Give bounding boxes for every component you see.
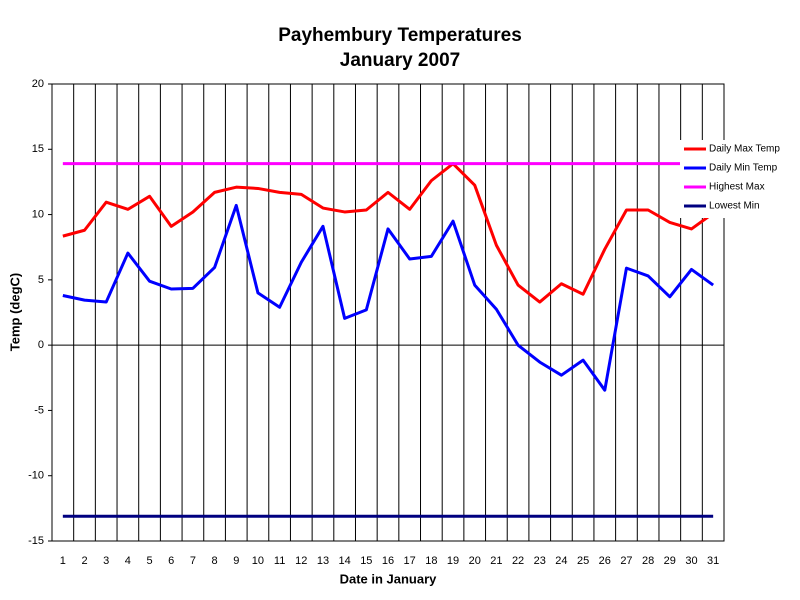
y-tick-label: -10 bbox=[28, 470, 44, 482]
x-tick-label: 2 bbox=[81, 555, 87, 567]
x-axis-title: Date in January bbox=[340, 571, 438, 586]
x-tick-label: 12 bbox=[295, 555, 307, 567]
x-tick-label: 6 bbox=[168, 555, 174, 567]
chart-title: Payhembury Temperatures bbox=[278, 25, 522, 46]
x-tick-label: 4 bbox=[125, 555, 131, 567]
y-tick-label: -5 bbox=[34, 404, 44, 416]
y-tick-label: 5 bbox=[38, 274, 44, 286]
x-tick-label: 3 bbox=[103, 555, 109, 567]
series-line bbox=[62, 203, 715, 392]
x-tick-label: 30 bbox=[685, 555, 697, 567]
chart-title: January 2007 bbox=[340, 50, 460, 71]
x-tick-label: 9 bbox=[233, 555, 239, 567]
x-tick-label: 31 bbox=[707, 555, 719, 567]
legend-label: Daily Min Temp bbox=[709, 163, 778, 174]
y-axis-title: Temp (degC) bbox=[7, 273, 22, 351]
x-tick-label: 22 bbox=[512, 555, 524, 567]
x-tick-label: 29 bbox=[664, 555, 676, 567]
x-tick-label: 20 bbox=[469, 555, 481, 567]
plot-area bbox=[51, 83, 725, 542]
y-tick-label: 20 bbox=[32, 78, 44, 90]
x-tick-label: 19 bbox=[447, 555, 459, 567]
legend-label: Lowest Min bbox=[709, 201, 760, 212]
series-line bbox=[62, 162, 715, 304]
x-tick-label: 24 bbox=[555, 555, 567, 567]
y-tick-label: -15 bbox=[28, 535, 44, 547]
x-tick-label: 25 bbox=[577, 555, 589, 567]
x-tick-label: 11 bbox=[274, 555, 285, 567]
x-tick-label: 21 bbox=[490, 555, 502, 567]
x-tick-label: 26 bbox=[599, 555, 611, 567]
x-tick-label: 16 bbox=[382, 555, 394, 567]
x-tick-label: 1 bbox=[60, 555, 66, 567]
y-tick-label: 15 bbox=[32, 143, 44, 155]
x-tick-label: 13 bbox=[317, 555, 329, 567]
x-tick-label: 28 bbox=[642, 555, 654, 567]
y-tick-label: 0 bbox=[38, 339, 44, 351]
x-tick-label: 27 bbox=[620, 555, 632, 567]
x-tick-label: 10 bbox=[252, 555, 264, 567]
x-tick-label: 23 bbox=[534, 555, 546, 567]
legend-label: Highest Max bbox=[709, 182, 765, 193]
x-tick-label: 8 bbox=[212, 555, 218, 567]
x-tick-label: 5 bbox=[146, 555, 152, 567]
x-tick-label: 15 bbox=[360, 555, 372, 567]
x-tick-label: 18 bbox=[425, 555, 437, 567]
x-tick-label: 14 bbox=[339, 555, 351, 567]
x-tick-label: 17 bbox=[404, 555, 416, 567]
y-tick-label: 10 bbox=[32, 208, 44, 220]
legend-label: Daily Max Temp bbox=[709, 144, 780, 155]
x-tick-label: 7 bbox=[190, 555, 196, 567]
